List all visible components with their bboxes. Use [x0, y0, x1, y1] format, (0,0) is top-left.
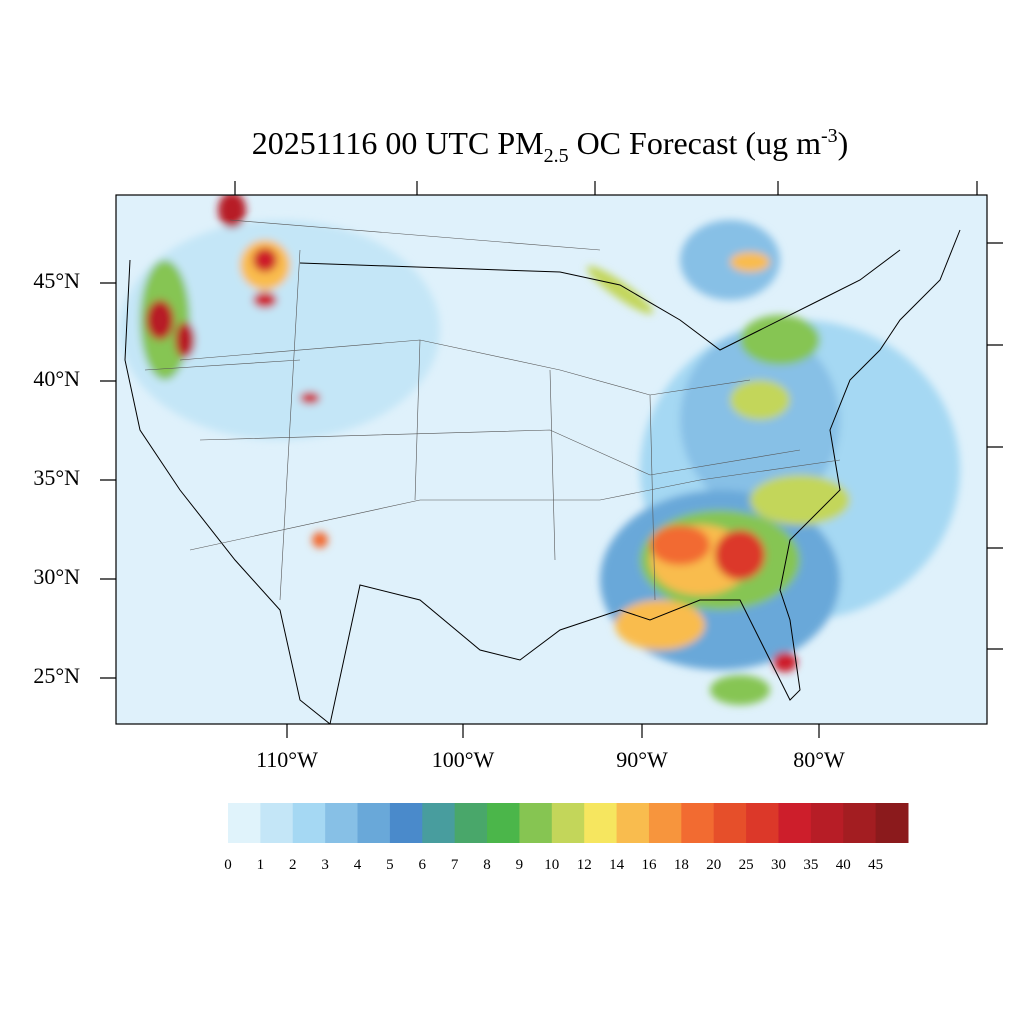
- colorbar-box: [487, 803, 520, 843]
- colorbar-box: [713, 803, 747, 843]
- colorbar-box: [325, 803, 359, 843]
- colorbar-box: [422, 803, 456, 843]
- colorbar-box: [778, 803, 812, 843]
- concentration-field: [120, 195, 960, 705]
- colorbar-label: 16: [641, 857, 657, 873]
- colorbar-box: [228, 803, 261, 843]
- colorbar-box: [681, 803, 715, 843]
- lon-label: 100°W: [432, 747, 495, 772]
- colorbar: 0 1 2 3 4 5 6 7 8 9 10 12 14 16 18 20 25 30 35 40 45: [224, 803, 909, 873]
- colorbar-box: [584, 803, 618, 843]
- colorbar-box: [843, 803, 877, 843]
- colorbar-label: 5: [386, 857, 394, 873]
- title-text: ): [838, 125, 849, 161]
- colorbar-label: 6: [419, 857, 427, 873]
- colorbar-label: 10: [544, 857, 559, 873]
- colorbar-label: 3: [321, 857, 329, 873]
- tick-marks: [100, 181, 1003, 738]
- colorbar-label: 8: [483, 857, 491, 873]
- colorbar-label: 9: [516, 857, 524, 873]
- colorbar-box: [519, 803, 553, 843]
- map-frame: [115, 194, 988, 725]
- colorbar-box: [454, 803, 488, 843]
- axis-labels: 45°N 40°N 35°N 30°N 25°N 110°W 100°W 90°W 80°W: [33, 268, 845, 772]
- title-sup: -3: [821, 125, 838, 147]
- colorbar-box: [389, 803, 423, 843]
- colorbar-box: [357, 803, 391, 843]
- colorbar-box: [746, 803, 779, 843]
- lat-label: 30°N: [33, 564, 80, 589]
- state-borders: [144, 219, 841, 601]
- lat-label: 40°N: [33, 366, 80, 391]
- map-area: [116, 195, 987, 724]
- colorbar-label: 25: [739, 857, 754, 873]
- lat-label: 35°N: [33, 465, 80, 490]
- colorbar-label: 14: [609, 857, 625, 873]
- colorbar-label: 20: [706, 857, 721, 873]
- colorbar-label: 18: [674, 857, 689, 873]
- colorbar-label: 30: [771, 857, 786, 873]
- title-text: 20251116 00 UTC PM: [252, 125, 544, 161]
- colorbar-label: 12: [577, 857, 592, 873]
- colorbar-box: [616, 803, 650, 843]
- lon-label: 110°W: [256, 747, 318, 772]
- colorbar-box: [551, 803, 585, 843]
- colorbar-label: 1: [257, 857, 265, 873]
- lon-label: 90°W: [616, 747, 668, 772]
- colorbar-label: 45: [868, 857, 883, 873]
- coastline: [124, 229, 961, 724]
- colorbar-label: 0: [224, 857, 232, 873]
- title-text: OC Forecast (ug m: [569, 125, 822, 161]
- lon-label: 80°W: [793, 747, 845, 772]
- colorbar-box: [875, 803, 909, 843]
- colorbar-label: 7: [451, 857, 459, 873]
- title-sub: 2.5: [544, 145, 569, 167]
- colorbar-label: 2: [289, 857, 297, 873]
- colorbar-label: 4: [354, 857, 362, 873]
- lat-label: 25°N: [33, 663, 80, 688]
- colorbar-label: 35: [803, 857, 818, 873]
- colorbar-box: [292, 803, 326, 843]
- colorbar-label: 40: [836, 857, 851, 873]
- colorbar-box: [810, 803, 844, 843]
- title: 20251116 00 UTC PM2.5 OC Forecast (ug m-…: [252, 125, 849, 167]
- lat-label: 45°N: [33, 268, 80, 293]
- colorbar-box: [648, 803, 682, 843]
- colorbar-box: [260, 803, 294, 843]
